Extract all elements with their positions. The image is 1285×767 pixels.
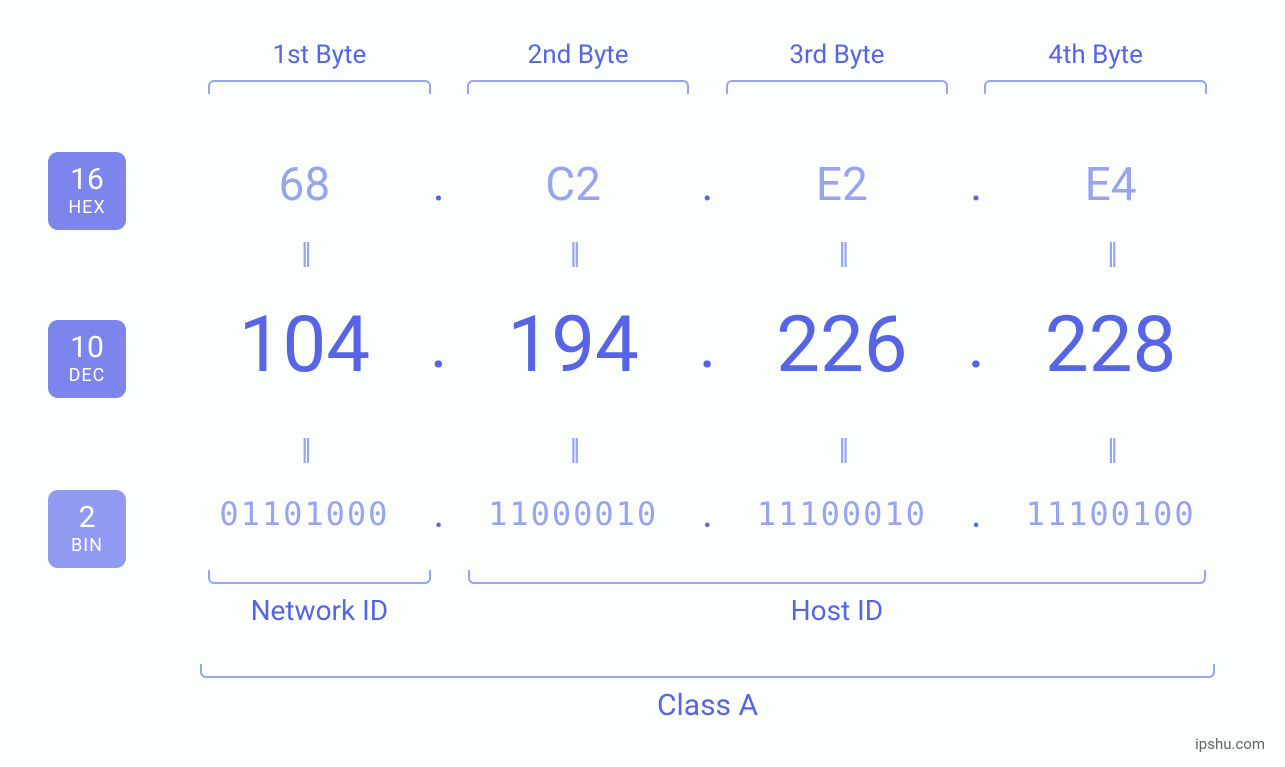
class-label: Class A: [190, 688, 1225, 723]
hex-byte-2: C2: [459, 158, 688, 212]
bin-base: 2: [79, 503, 96, 533]
separator-dot: .: [419, 307, 459, 384]
separator-dot: .: [419, 490, 459, 537]
hex-label: HEX: [68, 197, 105, 218]
bracket-down-icon: [208, 80, 431, 94]
id-labels-row: Network ID Host ID: [190, 570, 1225, 627]
separator-dot: .: [688, 307, 728, 384]
dec-byte-1: 104: [190, 300, 419, 391]
watermark: ipshu.com: [1195, 735, 1265, 753]
bin-badge: 2 BIN: [48, 490, 126, 568]
separator-dot: .: [956, 307, 996, 384]
byte-header-col: 3rd Byte: [708, 40, 967, 94]
byte-header-col: 2nd Byte: [449, 40, 708, 94]
ip-diagram: 1st Byte 2nd Byte 3rd Byte 4th Byte 16 H…: [0, 0, 1285, 767]
dec-byte-2: 194: [459, 300, 688, 391]
separator-dot: .: [688, 158, 728, 212]
separator-dot: .: [956, 158, 996, 212]
equals-glyph: ||: [728, 432, 957, 467]
byte-header-4: 4th Byte: [966, 40, 1225, 70]
dec-label: DEC: [69, 365, 106, 386]
equals-row-1: || || || ||: [190, 236, 1225, 271]
hex-byte-3: E2: [728, 158, 957, 212]
bin-label: BIN: [71, 535, 103, 556]
byte-header-col: 4th Byte: [966, 40, 1225, 94]
bin-row: 01101000 . 11000010 . 11100010 . 1110010…: [190, 490, 1225, 537]
bracket-down-icon: [984, 80, 1207, 94]
network-id-label: Network ID: [190, 594, 449, 627]
equals-glyph: ||: [459, 236, 688, 271]
bracket-up-icon: [468, 570, 1205, 584]
host-id-col: Host ID: [449, 570, 1225, 627]
separator-dot: .: [956, 490, 996, 537]
bin-byte-4: 11100100: [996, 495, 1225, 533]
hex-row: 68 . C2 . E2 . E4: [190, 158, 1225, 212]
dec-byte-3: 226: [728, 300, 957, 391]
bracket-up-icon: [208, 570, 431, 584]
equals-glyph: ||: [996, 236, 1225, 271]
byte-header-1: 1st Byte: [190, 40, 449, 70]
hex-base: 16: [70, 165, 104, 195]
equals-glyph: ||: [459, 432, 688, 467]
dec-badge: 10 DEC: [48, 320, 126, 398]
equals-glyph: ||: [190, 432, 419, 467]
host-id-label: Host ID: [449, 594, 1225, 627]
class-section: Class A: [190, 664, 1225, 723]
hex-byte-4: E4: [996, 158, 1225, 212]
bracket-down-icon: [726, 80, 949, 94]
bin-byte-3: 11100010: [728, 495, 957, 533]
hex-badge: 16 HEX: [48, 152, 126, 230]
bin-byte-1: 01101000: [190, 495, 419, 533]
dec-base: 10: [70, 333, 104, 363]
bin-byte-2: 11000010: [459, 495, 688, 533]
equals-glyph: ||: [996, 432, 1225, 467]
byte-header-col: 1st Byte: [190, 40, 449, 94]
dec-row: 104 . 194 . 226 . 228: [190, 300, 1225, 391]
separator-dot: .: [419, 158, 459, 212]
hex-byte-1: 68: [190, 158, 419, 212]
equals-glyph: ||: [728, 236, 957, 271]
byte-headers-row: 1st Byte 2nd Byte 3rd Byte 4th Byte: [190, 40, 1225, 94]
separator-dot: .: [688, 490, 728, 537]
network-id-col: Network ID: [190, 570, 449, 627]
byte-header-2: 2nd Byte: [449, 40, 708, 70]
byte-header-3: 3rd Byte: [708, 40, 967, 70]
dec-byte-4: 228: [996, 300, 1225, 391]
equals-row-2: || || || ||: [190, 432, 1225, 467]
bracket-up-icon: [200, 664, 1214, 678]
equals-glyph: ||: [190, 236, 419, 271]
bracket-down-icon: [467, 80, 690, 94]
